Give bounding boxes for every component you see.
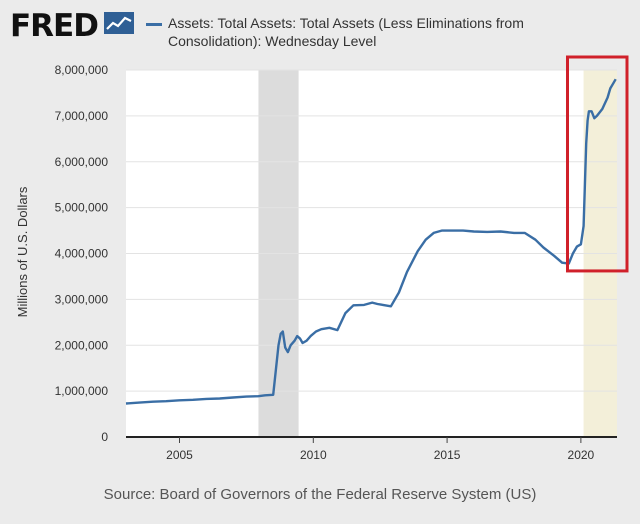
y-tick-label: 2,000,000 [55, 338, 109, 352]
y-tick-label: 5,000,000 [55, 201, 109, 215]
x-tick-label: 2005 [166, 448, 193, 462]
y-axis: 0 1,000,000 2,000,000 3,000,000 4,000,000 5,0… [55, 63, 109, 444]
series-layer [125, 78, 617, 405]
grid-layer [126, 69, 617, 392]
x-tick-label: 2015 [434, 448, 461, 462]
series-line [125, 78, 617, 405]
y-tick-label: 1,000,000 [55, 384, 109, 398]
source-note: Source: Board of Governors of the Federa… [103, 486, 537, 503]
x-axis: 2005 2010 2015 2020 [126, 436, 617, 462]
highlight-box [565, 55, 629, 273]
y-tick-label: 3,000,000 [55, 292, 109, 306]
fred-logo: FRED [10, 8, 99, 44]
y-axis-label: Millions of U.S. Dollars [15, 186, 30, 317]
y-tick-label: 6,000,000 [55, 155, 109, 169]
legend-label: Assets: Total Assets: Total Assets (Less… [168, 15, 524, 49]
graph-line-icon [104, 12, 134, 34]
line-chart: 0 1,000,000 2,000,000 3,000,000 4,000,000 5,0… [15, 55, 629, 462]
legend-swatch [146, 23, 162, 26]
x-tick-label: 2020 [568, 448, 595, 462]
highlight-layer [565, 55, 629, 273]
x-tick-label: 2010 [300, 448, 327, 462]
y-tick-label: 0 [101, 430, 108, 444]
y-tick-label: 4,000,000 [55, 247, 109, 261]
y-tick-label: 8,000,000 [55, 63, 109, 77]
chart-header: FRED Assets: Total Assets: Total Assets … [0, 0, 640, 60]
y-tick-label: 7,000,000 [55, 109, 109, 123]
